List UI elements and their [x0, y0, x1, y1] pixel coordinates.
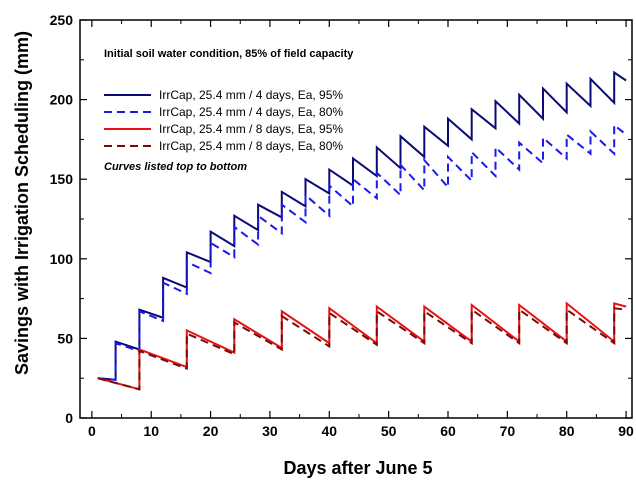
series-line-4	[97, 307, 627, 391]
x-tick-label: 0	[88, 423, 96, 439]
x-tick-label: 10	[143, 423, 159, 439]
x-tick-label: 50	[381, 423, 397, 439]
x-tick-label: 90	[618, 423, 634, 439]
legend-label-1: IrrCap, 25.4 mm / 4 days, Ea, 95%	[159, 88, 343, 102]
y-axis-title: Savings with Irrigation Scheduling (mm)	[12, 31, 32, 375]
curve-order-note: Curves listed top to bottom	[104, 161, 247, 173]
x-tick-label: 70	[500, 423, 516, 439]
legend-label-4: IrrCap, 25.4 mm / 8 days, Ea, 80%	[159, 139, 343, 153]
x-tick-label: 20	[203, 423, 219, 439]
series-layer	[97, 70, 627, 391]
series-line-3	[97, 301, 627, 391]
y-tick-label: 200	[50, 92, 74, 108]
y-tick-label: 100	[50, 251, 74, 267]
y-tick-label: 250	[50, 12, 74, 28]
y-tick-label: 0	[65, 410, 73, 426]
legend-label-2: IrrCap, 25.4 mm / 4 days, Ea, 80%	[159, 105, 343, 119]
axis-layer: 0 10 20 30 40 50 60 70 80 90 0 50 100 150 200 250	[50, 12, 634, 439]
x-tick-label: 30	[262, 423, 278, 439]
x-tick-label: 60	[440, 423, 456, 439]
x-axis-title: Days after June 5	[283, 458, 432, 478]
y-tick-label: 50	[57, 330, 73, 346]
y-tick-label: 150	[50, 171, 74, 187]
x-tick-label: 80	[559, 423, 575, 439]
condition-annotation: Initial soil water condition, 85% of fie…	[104, 48, 354, 60]
series-line-2	[97, 123, 627, 381]
legend-label-3: IrrCap, 25.4 mm / 8 days, Ea, 95%	[159, 122, 343, 136]
series-line-1	[97, 70, 627, 381]
x-tick-label: 40	[322, 423, 338, 439]
legend: IrrCap, 25.4 mm / 4 days, Ea, 95% IrrCap,…	[104, 88, 343, 153]
